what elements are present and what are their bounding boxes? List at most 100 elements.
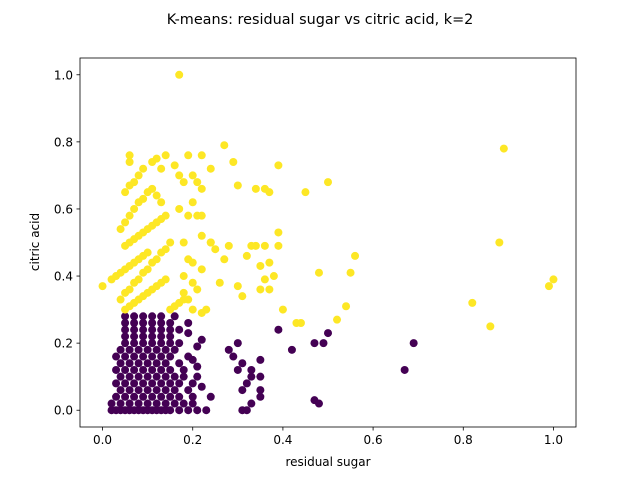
cluster-0-point [143, 399, 152, 408]
cluster-0-point [161, 359, 170, 368]
cluster-0-point [121, 325, 130, 334]
cluster-0-point [139, 365, 148, 374]
x-tick-label: 0.6 [364, 433, 383, 447]
cluster-1-point [130, 204, 139, 213]
y-tick-label: 1.0 [54, 68, 73, 82]
cluster-0-point [112, 392, 121, 401]
cluster-0-point [161, 399, 170, 408]
y-tick-label: 0.4 [54, 270, 73, 284]
cluster-0-point [256, 392, 265, 401]
cluster-0-point [139, 325, 148, 334]
x-tick-label: 0.4 [273, 433, 292, 447]
cluster-0-point [229, 352, 238, 361]
cluster-0-point [134, 399, 143, 408]
cluster-0-point [116, 399, 125, 408]
cluster-1-point [125, 157, 134, 166]
cluster-0-point [148, 325, 157, 334]
cluster-1-point [134, 171, 143, 180]
cluster-0-point [175, 339, 184, 348]
cluster-1-point [188, 198, 197, 207]
cluster-0-point [116, 359, 125, 368]
cluster-0-point [400, 365, 409, 374]
x-axis-ticks: 0.0 0.2 0.4 0.6 0.8 1.0 [93, 427, 563, 447]
cluster-1-point [544, 282, 553, 291]
cluster-0-point [242, 379, 251, 388]
cluster-0-point [157, 339, 166, 348]
cluster-0-point [170, 372, 179, 381]
cluster-1-point [256, 285, 265, 294]
cluster-1-point [116, 225, 125, 234]
cluster-0-point [206, 392, 215, 401]
cluster-1-point [342, 302, 351, 311]
cluster-0-point [274, 325, 283, 334]
cluster-1-point [139, 194, 148, 203]
cluster-0-point [112, 379, 121, 388]
y-tick-label: 0.6 [54, 202, 73, 216]
cluster-0-point [175, 359, 184, 368]
cluster-0-point [161, 372, 170, 381]
cluster-1-point [274, 241, 283, 250]
cluster-0-point [256, 386, 265, 395]
cluster-0-point [125, 345, 134, 354]
cluster-1-point [179, 178, 188, 187]
cluster-0-point [130, 332, 139, 341]
cluster-0-point [193, 342, 202, 351]
cluster-1-point [251, 184, 260, 193]
cluster-1-point [125, 151, 134, 160]
cluster-1-point [121, 218, 130, 227]
cluster-0-point [148, 319, 157, 328]
cluster-1-point [197, 231, 206, 240]
plot-frame [79, 57, 577, 428]
cluster-0-point [224, 345, 233, 354]
cluster-1-point [278, 305, 287, 314]
cluster-0-point [134, 386, 143, 395]
cluster-0-point [409, 339, 418, 348]
cluster-0-point [121, 379, 130, 388]
cluster-0-point [166, 392, 175, 401]
cluster-0-point [130, 352, 139, 361]
cluster-0-point [193, 362, 202, 371]
cluster-1-point [346, 268, 355, 277]
cluster-0-point [148, 392, 157, 401]
cluster-1-point [193, 285, 202, 294]
cluster-1-point [197, 211, 206, 220]
cluster-0-point [148, 379, 157, 388]
cluster-1-point [148, 184, 157, 193]
cluster-0-point [238, 359, 247, 368]
cluster-1-point [260, 275, 269, 284]
cluster-0-point [184, 406, 193, 415]
y-tick-label: 0.8 [54, 135, 73, 149]
cluster-0-point [242, 406, 251, 415]
cluster-0-point [170, 312, 179, 321]
cluster-1-point [486, 322, 495, 331]
cluster-1-point [188, 305, 197, 314]
cluster-0-point [143, 386, 152, 395]
cluster-0-point [130, 365, 139, 374]
cluster-1-point [256, 261, 265, 270]
cluster-0-point [175, 325, 184, 334]
cluster-1-point [251, 241, 260, 250]
cluster-1-point [260, 241, 269, 250]
cluster-0-point [256, 355, 265, 364]
cluster-0-point [175, 379, 184, 388]
cluster-0-point [134, 372, 143, 381]
cluster-0-point [179, 365, 188, 374]
cluster-1-point [125, 285, 134, 294]
cluster-0-point [166, 365, 175, 374]
cluster-0-point [166, 332, 175, 341]
cluster-0-point [188, 399, 197, 408]
cluster-0-point [148, 365, 157, 374]
cluster-0-point [139, 392, 148, 401]
cluster-0-point [139, 319, 148, 328]
cluster-0-point [130, 312, 139, 321]
cluster-1-point [116, 295, 125, 304]
cluster-0-point [130, 339, 139, 348]
cluster-0-point [139, 332, 148, 341]
cluster-0-point [125, 399, 134, 408]
cluster-1-point [157, 198, 166, 207]
x-tick-label: 0.2 [183, 433, 202, 447]
cluster-0-point [116, 372, 125, 381]
cluster-0-point [233, 365, 242, 374]
cluster-1-point [351, 251, 360, 260]
cluster-1-point [220, 141, 229, 150]
